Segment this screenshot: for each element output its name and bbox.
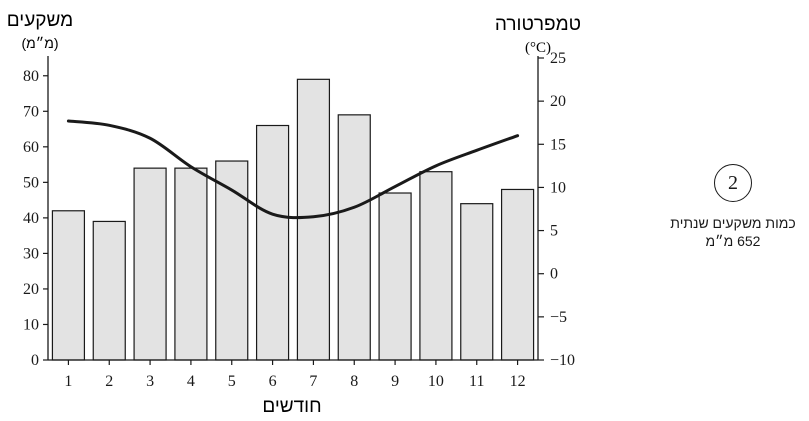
x-axis-ticks: 1 2 3 4 5 6 7 8 9 10 11 12 — [64, 360, 526, 390]
figure-number-badge: 2 — [714, 164, 752, 202]
temperature-line — [66, 119, 520, 220]
precipitation-bar-8 — [337, 114, 371, 361]
right-axis-ticks: −10 −5 0 5 10 15 20 25 — [538, 50, 575, 369]
right-tick-label-3: 5 — [550, 223, 558, 240]
axes — [47, 56, 539, 361]
x-tick-label-7: 7 — [309, 373, 317, 390]
precipitation-bar-2 — [92, 220, 126, 361]
left-axis-title: משקעים — [7, 10, 73, 31]
left-axis-unit: (מ״מ) — [21, 35, 58, 51]
precipitation-bar-12 — [500, 188, 535, 361]
x-tick-label-2: 2 — [105, 373, 113, 390]
precipitation-bar-10 — [419, 171, 453, 361]
left-tick-label-0: 0 — [31, 352, 39, 369]
right-tick-label-4: 10 — [550, 179, 566, 196]
right-tick-label-6: 20 — [550, 93, 566, 110]
x-tick-label-5: 5 — [228, 373, 236, 390]
left-tick-label-30: 30 — [23, 245, 39, 262]
right-tick-label-2: 0 — [550, 266, 558, 283]
right-tick-label-0: −10 — [550, 352, 575, 369]
x-tick-label-8: 8 — [350, 373, 358, 390]
right-tick-label-5: 15 — [550, 136, 566, 153]
x-tick-label-11: 11 — [469, 373, 484, 390]
annual-precipitation-label: כמות משקעים שנתית — [670, 215, 796, 231]
annual-precipitation-panel: 2 כמות משקעים שנתית 652 מ״מ — [660, 164, 806, 250]
left-tick-label-70: 70 — [23, 103, 39, 120]
precipitation-bar-7 — [296, 78, 331, 361]
right-tick-label-7: 25 — [550, 50, 566, 67]
left-tick-label-50: 50 — [23, 174, 39, 191]
x-tick-label-6: 6 — [269, 373, 277, 390]
left-tick-label-80: 80 — [23, 68, 39, 85]
x-tick-label-10: 10 — [428, 373, 444, 390]
x-axis-title: חודשים — [262, 396, 321, 417]
bar-series — [51, 78, 535, 361]
x-tick-label-3: 3 — [146, 373, 154, 390]
precipitation-bar-6 — [255, 124, 290, 361]
left-tick-label-20: 20 — [23, 281, 39, 298]
right-axis-unit: (°C) — [525, 40, 551, 56]
x-tick-label-1: 1 — [64, 373, 72, 390]
right-tick-label-1: −5 — [550, 309, 567, 326]
right-axis-title: טמפרטורה — [495, 14, 581, 35]
precipitation-bar-1 — [51, 210, 86, 361]
left-tick-label-10: 10 — [23, 316, 39, 333]
x-tick-label-9: 9 — [391, 373, 399, 390]
annual-precipitation-value: 652 מ״מ — [705, 233, 761, 249]
precipitation-bar-11 — [460, 203, 494, 361]
left-axis-ticks: 0 10 20 30 40 50 60 70 80 — [23, 68, 48, 369]
precipitation-bar-4 — [174, 167, 208, 361]
left-tick-label-60: 60 — [23, 139, 39, 156]
precipitation-bar-9 — [378, 192, 412, 361]
x-tick-label-4: 4 — [187, 373, 195, 390]
precipitation-bar-5 — [215, 160, 249, 361]
left-tick-label-40: 40 — [23, 210, 39, 227]
x-tick-label-12: 12 — [510, 373, 526, 390]
precipitation-bar-3 — [133, 167, 167, 361]
